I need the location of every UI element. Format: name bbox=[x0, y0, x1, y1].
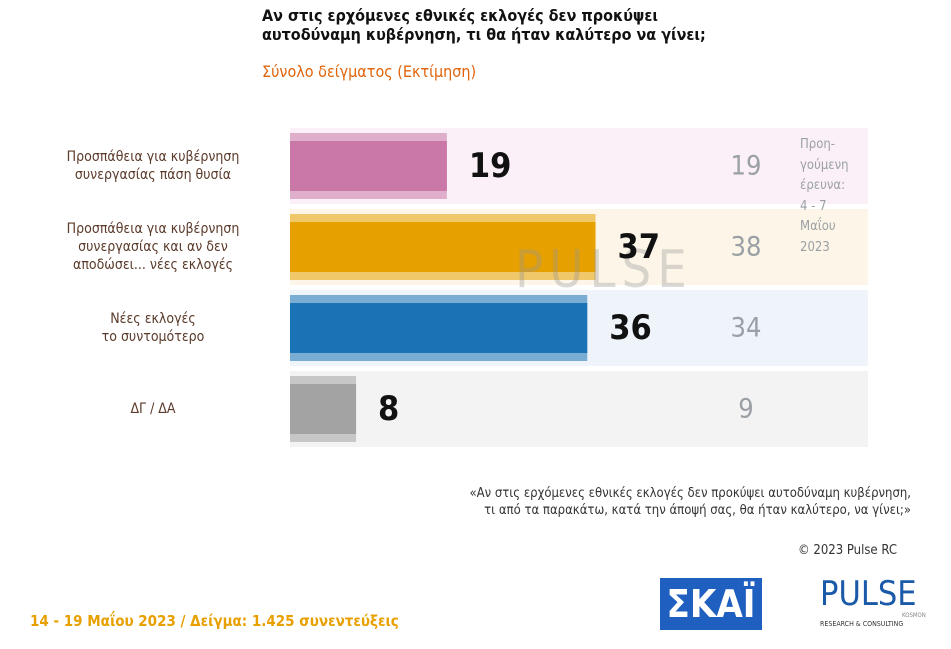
subtitle: Σύνολο δείγματος (Εκτίμηση) bbox=[262, 62, 477, 81]
value-label: 8 bbox=[378, 389, 400, 429]
chart-title: Αν στις ερχόμενες εθνικές εκλογές δεν πρ… bbox=[262, 6, 706, 44]
bar bbox=[290, 376, 357, 442]
pulse-sub: RESEARCH & CONSULTING bbox=[820, 620, 904, 628]
bar bbox=[290, 295, 588, 361]
question-note: «Αν στις ερχόμενες εθνικές εκλογές δεν π… bbox=[469, 486, 911, 518]
bar bbox=[290, 133, 447, 199]
value-label: 37 bbox=[617, 227, 661, 267]
footer: 14 - 19 Μαΐου 2023 / Δείγμα: 1.425 συνεν… bbox=[30, 612, 399, 630]
bar-inner bbox=[290, 303, 588, 353]
kosmon: KOSMON bbox=[902, 612, 926, 619]
watermark: PULSE bbox=[515, 240, 693, 300]
bar-inner bbox=[290, 384, 357, 434]
value-label: 36 bbox=[609, 308, 652, 348]
previous-value: 9 bbox=[738, 393, 754, 425]
bar-inner bbox=[290, 222, 596, 272]
previous-value: 34 bbox=[730, 312, 762, 344]
skai-logo: ΣΚΑΪ bbox=[660, 578, 762, 630]
value-label: 19 bbox=[468, 146, 512, 186]
previous-note: Προη- γούμενη έρευνα: 4 - 7 Μαΐου 2023 bbox=[800, 137, 849, 255]
category-label: Προσπάθεια για κυβέρνηση συνεργασίας και… bbox=[66, 221, 240, 273]
previous-value: 19 bbox=[730, 150, 762, 182]
pulse-logo: PULSE bbox=[820, 574, 917, 614]
bar bbox=[290, 214, 596, 280]
category-label: ΔΓ / ΔΑ bbox=[130, 401, 176, 417]
bar-inner bbox=[290, 141, 447, 191]
category-label: Προσπάθεια για κυβέρνηση συνεργασίας πάσ… bbox=[66, 149, 240, 183]
row-background bbox=[290, 371, 868, 447]
category-label: Νέες εκλογές το συντομότερο bbox=[101, 311, 205, 345]
previous-value: 38 bbox=[730, 231, 762, 263]
copyright: © 2023 Pulse RC bbox=[797, 543, 897, 558]
